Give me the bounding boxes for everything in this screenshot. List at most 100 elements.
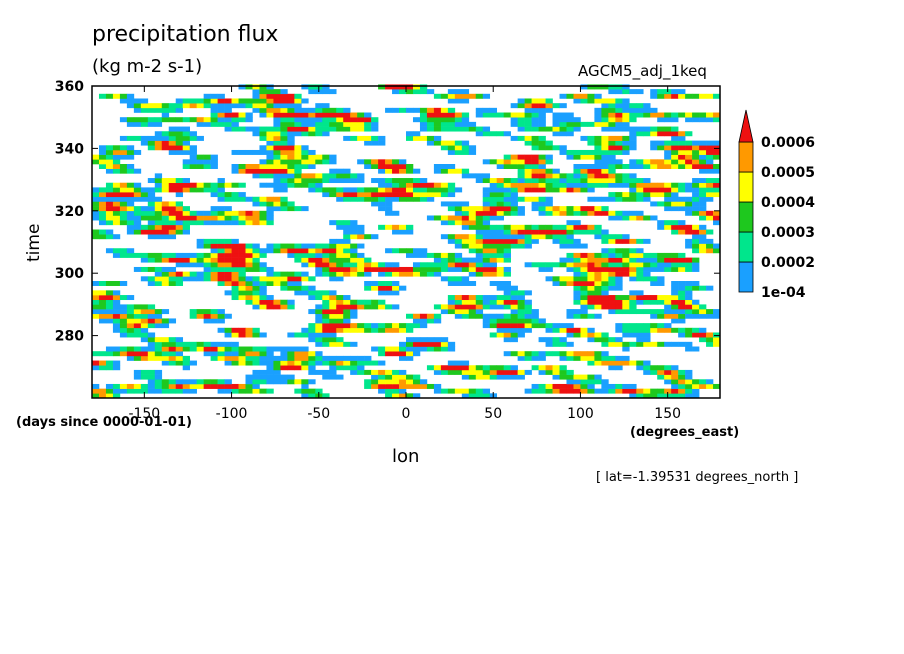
heatmap-cell bbox=[636, 388, 644, 394]
heatmap-cell bbox=[189, 309, 197, 315]
heatmap-cell bbox=[301, 206, 309, 212]
heatmap-cell bbox=[622, 210, 630, 216]
heatmap-cell bbox=[650, 126, 658, 132]
heatmap-cell bbox=[189, 210, 197, 216]
heatmap-cell bbox=[706, 210, 714, 216]
heatmap-cell bbox=[126, 383, 135, 389]
heatmap-cell bbox=[601, 271, 609, 277]
heatmap-cell bbox=[210, 379, 218, 385]
heatmap-cell bbox=[426, 187, 435, 193]
heatmap-cell bbox=[105, 145, 114, 151]
heatmap-cell bbox=[678, 299, 686, 305]
heatmap-cell bbox=[699, 337, 707, 343]
heatmap-cell bbox=[580, 135, 588, 141]
heatmap-cell bbox=[517, 154, 525, 160]
heatmap-cell bbox=[510, 206, 518, 212]
heatmap-cell bbox=[657, 266, 665, 272]
heatmap-cell bbox=[671, 229, 679, 235]
heatmap-cell bbox=[399, 196, 407, 202]
heatmap-cell bbox=[329, 318, 337, 324]
heatmap-cell bbox=[601, 140, 609, 146]
heatmap-cell bbox=[301, 84, 309, 90]
heatmap-cell bbox=[343, 173, 351, 179]
heatmap-cell bbox=[231, 248, 239, 254]
heatmap-cell bbox=[266, 220, 274, 226]
heatmap-cell bbox=[92, 281, 100, 286]
heatmap-cell bbox=[629, 140, 637, 146]
heatmap-cell bbox=[657, 131, 665, 137]
heatmap-cell bbox=[266, 201, 274, 207]
heatmap-cell bbox=[385, 262, 393, 268]
heatmap-cell bbox=[552, 187, 560, 193]
heatmap-cell bbox=[461, 266, 470, 272]
heatmap-cell bbox=[203, 309, 211, 315]
heatmap-cell bbox=[433, 313, 442, 319]
heatmap-cell bbox=[496, 210, 504, 216]
heatmap-cell bbox=[510, 290, 518, 296]
heatmap-cell bbox=[447, 126, 456, 132]
heatmap-cell bbox=[538, 135, 546, 141]
heatmap-cell bbox=[273, 355, 281, 361]
heatmap-cell bbox=[364, 196, 372, 202]
heatmap-cell bbox=[713, 220, 721, 226]
heatmap-cell bbox=[357, 323, 365, 329]
heatmap-cell bbox=[643, 257, 651, 263]
heatmap-cell bbox=[713, 140, 721, 146]
heatmap-cell bbox=[301, 121, 309, 127]
heatmap-cell bbox=[273, 107, 281, 113]
heatmap-cell bbox=[350, 187, 358, 193]
heatmap-cell bbox=[238, 117, 246, 123]
heatmap-cell bbox=[601, 168, 609, 174]
heatmap-cell bbox=[706, 140, 714, 146]
heatmap-cell bbox=[266, 215, 274, 221]
heatmap-cell bbox=[433, 93, 442, 99]
heatmap-cell bbox=[140, 229, 149, 235]
heatmap-cell bbox=[489, 295, 498, 301]
heatmap-cell bbox=[287, 126, 295, 132]
heatmap-cell bbox=[385, 210, 393, 216]
heatmap-cell bbox=[566, 266, 574, 272]
heatmap-cell bbox=[545, 140, 553, 146]
heatmap-cell bbox=[489, 107, 498, 113]
heatmap-cell bbox=[447, 266, 456, 272]
heatmap-cell bbox=[685, 327, 693, 333]
heatmap-cell bbox=[308, 337, 316, 343]
heatmap-cell bbox=[168, 126, 177, 132]
heatmap-cell bbox=[280, 299, 288, 305]
heatmap-cell bbox=[245, 126, 253, 132]
heatmap-cell bbox=[608, 281, 616, 286]
heatmap-cell bbox=[594, 351, 602, 357]
heatmap-cell bbox=[531, 238, 539, 244]
heatmap-cell bbox=[440, 117, 449, 123]
heatmap-cell bbox=[371, 196, 379, 202]
heatmap-cell bbox=[608, 103, 616, 109]
heatmap-cell bbox=[559, 224, 567, 230]
heatmap-cell bbox=[371, 126, 379, 132]
heatmap-cell bbox=[699, 196, 707, 202]
heatmap-cell bbox=[664, 365, 672, 371]
heatmap-cell bbox=[615, 327, 623, 333]
heatmap-cell bbox=[482, 159, 491, 165]
heatmap-cell bbox=[126, 229, 135, 235]
heatmap-cell bbox=[419, 192, 428, 198]
heatmap-cell bbox=[440, 145, 449, 151]
heatmap-cell bbox=[594, 145, 602, 151]
heatmap-cell bbox=[468, 215, 477, 221]
heatmap-cell bbox=[245, 383, 253, 389]
heatmap-cell bbox=[294, 355, 302, 361]
heatmap-cell bbox=[182, 224, 190, 230]
heatmap-cell bbox=[489, 243, 498, 249]
heatmap-cell bbox=[378, 379, 386, 385]
heatmap-cell bbox=[133, 229, 142, 235]
x-tick-label: -50 bbox=[307, 406, 330, 422]
heatmap-cell bbox=[713, 93, 721, 99]
heatmap-cell bbox=[224, 266, 232, 272]
heatmap-cell bbox=[252, 332, 260, 338]
heatmap-cell bbox=[273, 131, 281, 137]
heatmap-cell bbox=[475, 131, 484, 137]
heatmap-cell bbox=[182, 252, 190, 258]
heatmap-cell bbox=[706, 159, 714, 165]
heatmap-cell bbox=[308, 323, 316, 329]
heatmap-cell bbox=[524, 117, 532, 123]
heatmap-cell bbox=[678, 164, 686, 169]
